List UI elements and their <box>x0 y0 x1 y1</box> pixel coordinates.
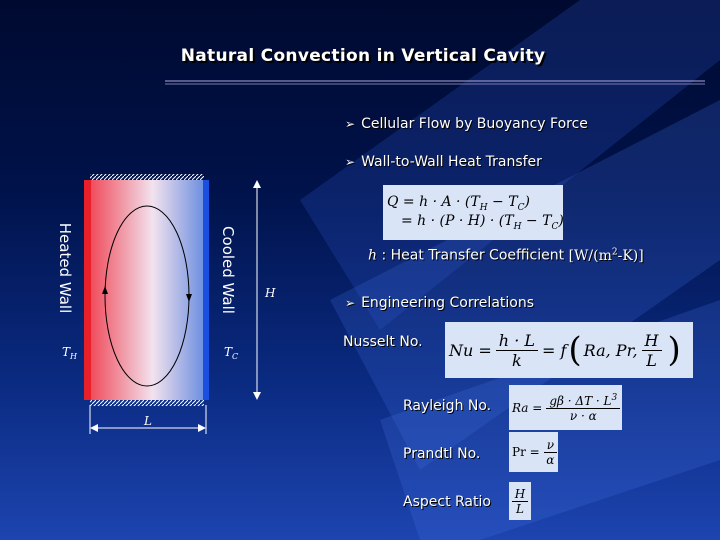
paren: ( <box>568 330 582 370</box>
subscript: C <box>517 202 525 213</box>
t-hot: TH <box>62 345 78 361</box>
rayleigh-formula: Ra = gβ · ΔT · L3 ν · α <box>509 385 622 430</box>
denominator: L <box>646 350 657 370</box>
formula-text: Nu = <box>449 340 492 360</box>
unit: [W/(m2-K)] <box>568 247 644 264</box>
numerator: gβ · ΔT · L3 <box>546 392 621 409</box>
symbol: T <box>62 345 71 359</box>
subscript: H <box>513 221 522 232</box>
correlation-label: Rayleigh No. <box>403 398 492 414</box>
subscript: C <box>232 352 238 361</box>
numerator-text: gβ · ΔT · L <box>549 393 612 408</box>
arrow <box>90 424 98 432</box>
formula-text: = f <box>541 340 567 360</box>
symbol: T <box>224 345 233 359</box>
width-label: L <box>143 414 152 428</box>
superscript: 3 <box>611 392 618 403</box>
bullet: Engineering Correlations <box>345 295 534 311</box>
formula-text: Ra = <box>512 400 543 415</box>
formula-text: Q = h · A · (T <box>387 193 480 210</box>
formula-line: Q = h · A · (TH − TC) <box>387 194 530 213</box>
arrow <box>198 424 206 432</box>
correlation-label: Nusselt No. <box>343 334 423 350</box>
denominator: α <box>546 452 555 467</box>
formula-line: = h · (P · H) · (TH − TC) <box>387 213 564 232</box>
denominator: L <box>516 501 524 516</box>
cavity <box>90 180 204 400</box>
formula-text: = h · (P · H) · (T <box>401 212 514 229</box>
formula-text: ) <box>524 193 530 210</box>
formula-text: ) <box>558 212 564 229</box>
hot-wall <box>84 180 91 400</box>
denominator: ν · α <box>569 408 597 423</box>
paren: ) <box>667 330 681 370</box>
arrow-down <box>186 294 192 302</box>
correlation-label: Aspect Ratio <box>403 494 491 510</box>
numerator: H <box>511 487 529 502</box>
formula-text: − T <box>521 212 552 229</box>
unit-text: [W/(m <box>568 247 612 264</box>
formula-text: Pr = <box>512 445 540 459</box>
numerator: H <box>641 331 662 351</box>
coefficient-line: h : Heat Transfer Coefficient [W/(m2-K)] <box>368 247 644 264</box>
bullet: Cellular Flow by Buoyancy Force <box>345 116 588 132</box>
cavity-diagram: Heated Wall Cooled Wall TH TC H L <box>56 174 276 434</box>
formula-text: Ra, Pr, <box>583 340 638 360</box>
arrow <box>253 180 261 188</box>
correlation-label: Prandtl No. <box>403 446 481 462</box>
denominator: k <box>512 350 522 370</box>
bullet: Wall-to-Wall Heat Transfer <box>345 154 542 170</box>
arrow-up <box>102 286 108 294</box>
arrow <box>253 392 261 400</box>
formula-text: − T <box>487 193 518 210</box>
cooled-label: Cooled Wall <box>219 226 237 314</box>
numerator: ν <box>543 438 557 453</box>
hatch <box>90 174 204 180</box>
subscript: C <box>551 221 559 232</box>
title: Natural Convection in Vertical Cavity <box>180 46 546 66</box>
height-label: H <box>264 286 276 300</box>
numerator: h · L <box>495 331 538 351</box>
heat-transfer-formula: Q = h · A · (TH − TC) = h · (P · H) · (T… <box>383 185 564 240</box>
subscript: H <box>69 352 78 361</box>
superscript: 2 <box>611 247 618 257</box>
subscript: H <box>479 202 488 213</box>
coefficient-text: : Heat Transfer Coefficient <box>381 247 565 264</box>
hatch <box>90 400 204 406</box>
heated-label: Heated Wall <box>56 223 74 314</box>
t-cold: TC <box>224 345 238 361</box>
cold-wall <box>203 180 209 400</box>
unit-text: -K)] <box>617 247 644 264</box>
symbol: h <box>368 247 378 264</box>
fraction: gβ · ΔT · L3 ν · α <box>546 392 621 423</box>
